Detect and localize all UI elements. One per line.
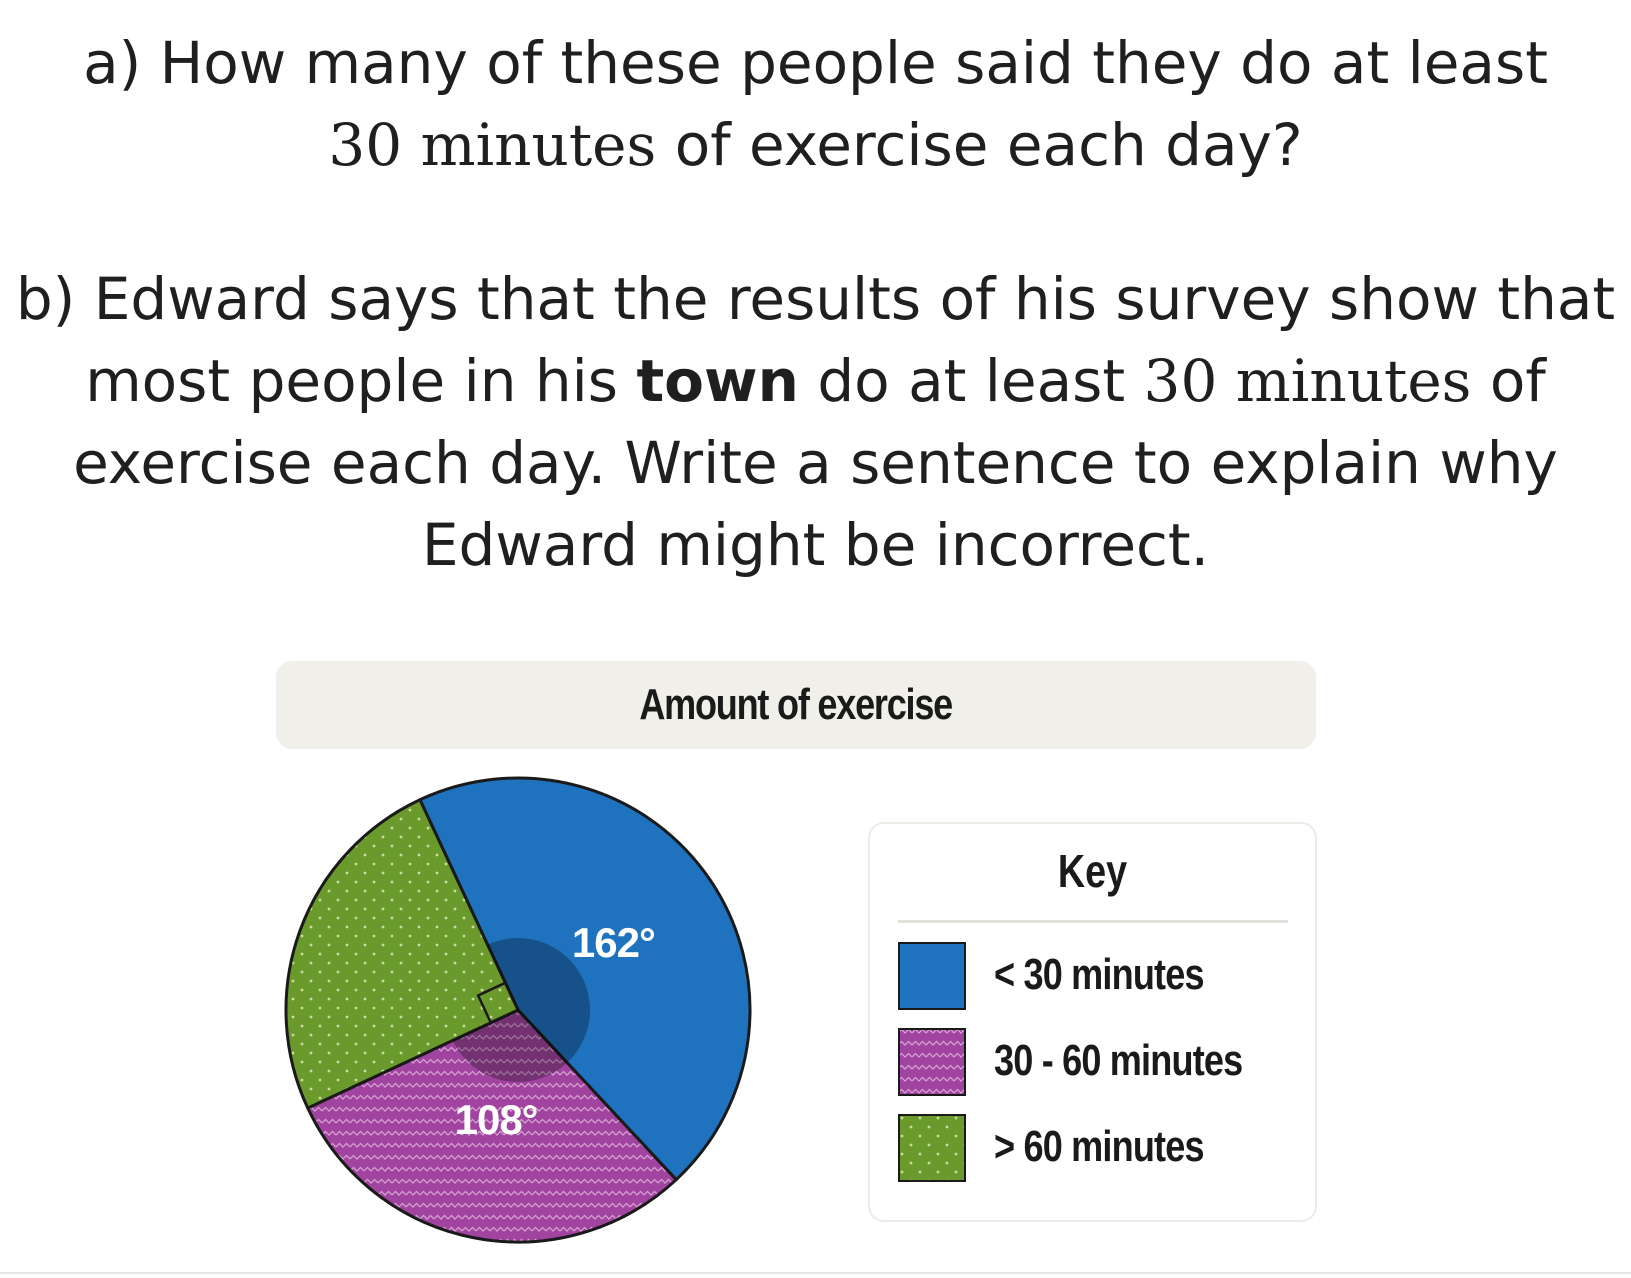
question-a-math: 30 minutes bbox=[328, 111, 657, 179]
legend-item: 30 - 60 minutes bbox=[898, 1028, 1308, 1096]
pie-marks: 162° 108° bbox=[455, 919, 656, 1143]
chart-title: Amount of exercise bbox=[639, 680, 954, 729]
legend-label: < 30 minutes bbox=[994, 950, 1205, 999]
legend-item: > 60 minutes bbox=[898, 1114, 1308, 1182]
question-b-bold-word: town bbox=[636, 347, 799, 415]
legend-divider bbox=[898, 920, 1288, 923]
legend-swatch-blue bbox=[898, 942, 966, 1010]
question-b: b) Edward says that the results of his s… bbox=[15, 265, 1616, 579]
right-angle-marker bbox=[476, 981, 506, 1024]
pie-slices bbox=[284, 776, 752, 1244]
pie-center-shading bbox=[452, 938, 590, 1082]
pie-slice bbox=[418, 776, 752, 1182]
legend-label: > 60 minutes bbox=[994, 1122, 1205, 1171]
question-a: a) How many of these people said they do… bbox=[83, 29, 1548, 179]
question-b-math: 30 minutes bbox=[1143, 347, 1472, 415]
legend-swatch-green bbox=[898, 1114, 966, 1182]
angle-shading bbox=[452, 1010, 568, 1082]
pie-slice bbox=[284, 798, 520, 1110]
legend-label: 30 - 60 minutes bbox=[994, 1036, 1243, 1085]
legend-item: < 30 minutes bbox=[898, 942, 1308, 1010]
legend-title: Key bbox=[1057, 845, 1128, 897]
angle-label: 162° bbox=[572, 919, 655, 966]
angle-label: 108° bbox=[455, 1096, 538, 1143]
legend: Key < 30 minutes 30 - 60 minutes > 60 mi… bbox=[868, 822, 1317, 1222]
bottom-divider bbox=[0, 1272, 1631, 1274]
chart-title-box: Amount of exercise bbox=[276, 661, 1316, 749]
legend-swatch-purple bbox=[898, 1028, 966, 1096]
pie-chart: 162° 108° bbox=[284, 776, 752, 1244]
angle-shading bbox=[487, 938, 590, 1063]
pie-slice bbox=[306, 1008, 678, 1244]
